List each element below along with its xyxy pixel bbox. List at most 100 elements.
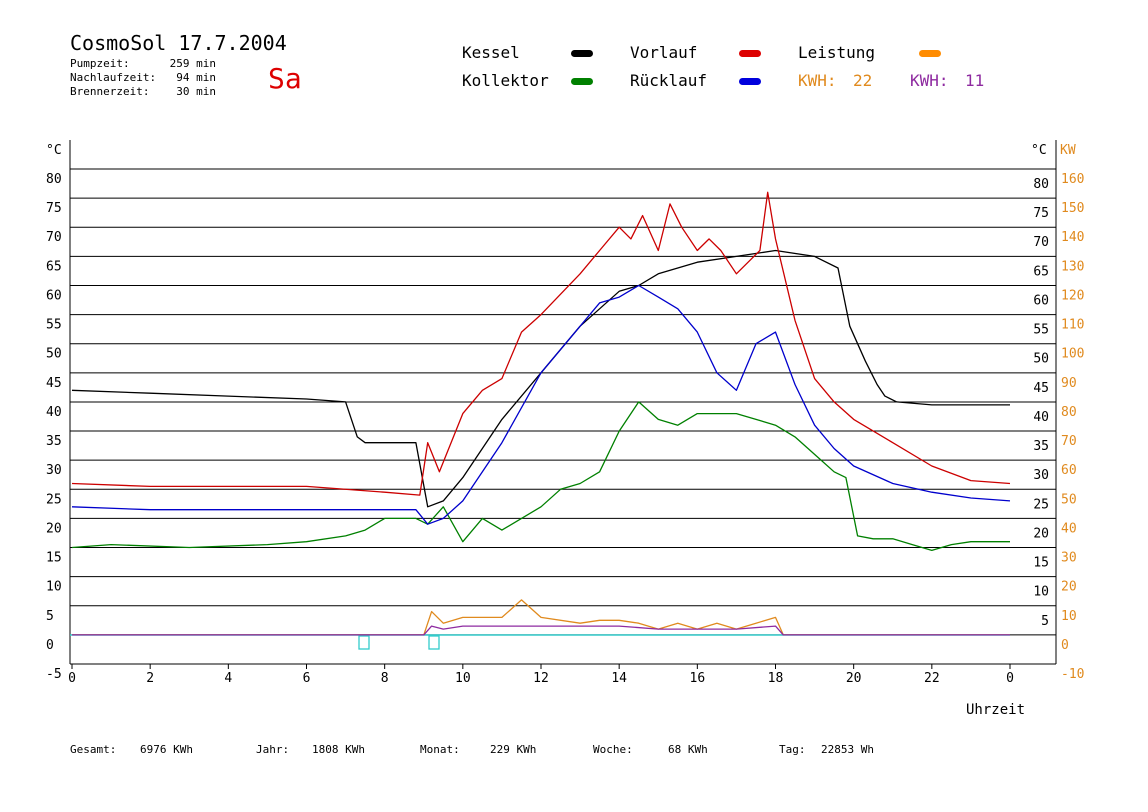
legend-swatch-kollektor [571,78,593,85]
y-left-tick: -5 [46,667,62,682]
y-left-tick: 0 [46,638,54,653]
y-left-tick: 10 [46,580,62,595]
y-right-kw-tick: 0 [1061,638,1069,653]
y-right-kw-tick: 40 [1061,521,1077,536]
y-right-kw-tick: 130 [1061,259,1084,274]
y-inner-ticks: 80 75 70 65 60 55 50 45 40 35 30 25 20 15 10 5 [1033,177,1049,629]
weekday-label: Sa [268,62,302,95]
legend-label-kessel: Kessel [462,43,520,62]
y-right-kw-tick: -10 [1061,667,1084,682]
series-group [71,191,1011,636]
series-line-vorlauf [71,191,1011,496]
y-inner-tick: 50 [1033,352,1049,367]
y-left-tick: 70 [46,230,62,245]
legend-label-ruecklauf: Rücklauf [630,71,707,90]
y-right-kw-tick: 90 [1061,376,1077,391]
y-right-unit-celsius: °C [1031,143,1047,158]
x-tick-label: 4 [224,671,232,686]
x-axis-label: Uhrzeit [966,702,1025,718]
y-right-kw-tick: 150 [1061,201,1084,216]
y-left-tick: 75 [46,201,62,216]
legend-swatch-ruecklauf [739,78,761,85]
legend-kwh-1-label: KWH: [798,71,837,90]
y-right-kw-tick: 140 [1061,230,1084,245]
marker-box-2 [428,635,440,650]
x-tick-label: 20 [846,671,862,686]
footer-monat-value: 229 KWh [490,743,536,756]
footer-woche-label: Woche: [593,743,633,756]
legend-label-vorlauf: Vorlauf [630,43,697,62]
x-tick-label: 12 [533,671,549,686]
series-line-kollektor [71,401,1010,552]
series-line-leistung [72,599,1010,636]
y-right-kw-tick: 30 [1061,551,1077,566]
y-right-kw-ticks: 1601501401301201101009080706050403020100… [1061,172,1084,682]
y-left-tick: 45 [46,376,62,391]
y-left-tick: 30 [46,463,62,478]
footer-woche-value: 68 KWh [668,743,708,756]
legend-kwh-2-value: 11 [965,71,984,90]
y-inner-tick: 75 [1033,206,1049,221]
y-left-tick: 40 [46,405,62,420]
legend-kwh-1-value: 22 [853,71,872,90]
stat-pumpzeit-label: Pumpzeit: [70,57,130,70]
footer-tag-label: Tag: [779,743,806,756]
footer-jahr-label: Jahr: [256,743,289,756]
y-inner-tick: 10 [1033,585,1049,600]
footer-monat-label: Monat: [420,743,460,756]
y-inner-tick: 30 [1033,468,1049,483]
y-right-kw-tick: 70 [1061,434,1077,449]
y-right-kw-tick: 120 [1061,288,1084,303]
y-inner-tick: 20 [1033,526,1049,541]
y-left-tick: 20 [46,521,62,536]
y-inner-tick: 5 [1041,614,1049,629]
x-tick-label: 10 [455,671,471,686]
x-tick-label: 22 [924,671,940,686]
x-tick-label: 8 [381,671,389,686]
series-line-rcklauf [71,284,1011,525]
chart-title: CosmoSol 17.7.2004 [70,31,287,55]
y-inner-tick: 55 [1033,323,1049,338]
x-tick-label: 0 [1006,671,1014,686]
y-left-tick: 25 [46,492,62,507]
footer-tag-value: 22853 Wh [821,743,874,756]
y-right-kw-tick: 100 [1061,347,1084,362]
x-tick-label: 2 [146,671,154,686]
x-tick-label: 0 [68,671,76,686]
y-right-kw-tick: 60 [1061,463,1077,478]
y-left-tick: 5 [46,609,54,624]
y-inner-tick: 40 [1033,410,1049,425]
y-inner-tick: 80 [1033,177,1049,192]
y-left-tick: 60 [46,288,62,303]
y-right-kw-tick: 160 [1061,172,1084,187]
x-ticks: 0 2 4 6 8 10 12 14 16 18 20 22 0 [68,664,1014,686]
legend-swatch-leistung [919,50,941,57]
y-left-tick: 15 [46,551,62,566]
y-left-unit: °C [46,143,62,158]
legend-swatch-vorlauf [739,50,761,57]
x-tick-label: 14 [611,671,627,686]
legend-label-kollektor: Kollektor [462,71,549,90]
y-left-tick: 55 [46,318,62,333]
y-left-tick: 65 [46,259,62,274]
stat-brennerzeit-value: 30 min [176,85,216,98]
y-inner-tick: 70 [1033,235,1049,250]
legend-label-leistung: Leistung [798,43,875,62]
stat-pumpzeit-value: 259 min [170,57,216,70]
y-right-kw-tick: 20 [1061,580,1077,595]
series-line-kessel [71,249,1010,508]
y-inner-tick: 45 [1033,381,1049,396]
y-right-unit-kw: KW [1060,143,1076,158]
y-left-tick: 50 [46,347,62,362]
x-tick-label: 18 [768,671,784,686]
stat-nachlaufzeit-value: 94 min [176,71,216,84]
gridlines [70,168,1056,636]
legend-kwh-2-label: KWH: [910,71,949,90]
y-right-kw-tick: 110 [1061,318,1084,333]
y-inner-tick: 15 [1033,556,1049,571]
footer-gesamt-label: Gesamt: [70,743,116,756]
footer-gesamt-value: 6976 KWh [140,743,193,756]
legend-swatch-kessel [571,50,593,57]
